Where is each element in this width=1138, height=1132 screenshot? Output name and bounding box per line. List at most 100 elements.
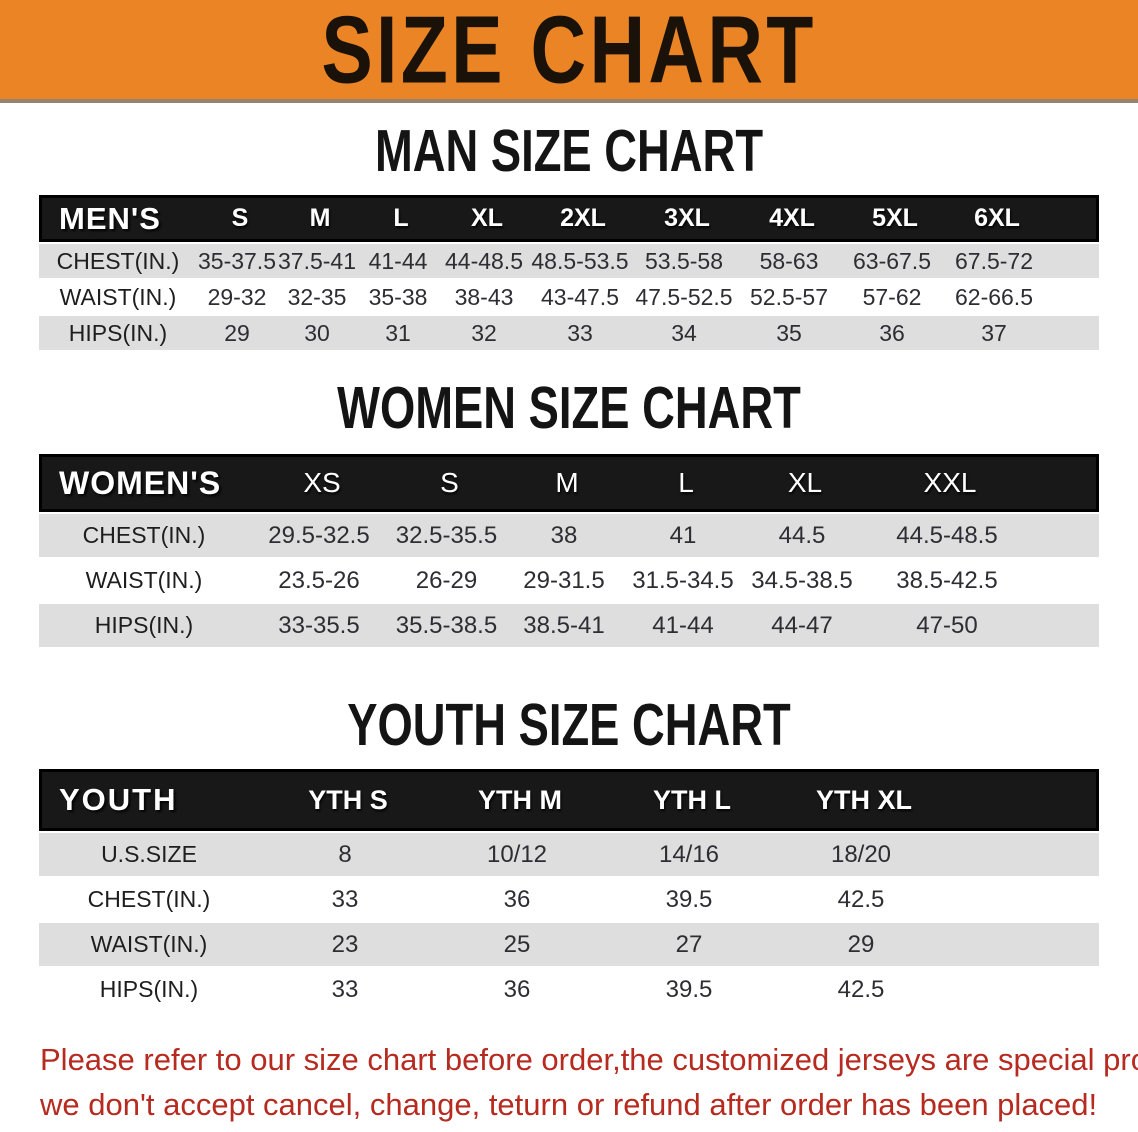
size-cell: 33 xyxy=(331,885,359,913)
women-section-heading: WOMEN SIZE CHART xyxy=(0,375,1138,441)
size-cell: 35-38 xyxy=(368,283,428,310)
size-column-header: 4XL xyxy=(769,204,815,232)
size-column-header: S xyxy=(231,204,249,232)
footer-note: Please refer to our size chart before or… xyxy=(40,1037,1138,1127)
table-row: CHEST(IN.) 33 36 39.5 42.5 xyxy=(39,878,1099,921)
size-cell: 38-43 xyxy=(454,283,514,310)
size-cell: 37.5-41 xyxy=(277,247,356,274)
size-cell: 33 xyxy=(567,319,593,346)
size-cell: 38 xyxy=(550,521,578,549)
size-column-header: 5XL xyxy=(872,204,918,232)
size-cell: 36 xyxy=(503,975,531,1003)
row-label: CHEST(IN.) xyxy=(87,886,211,912)
size-cell: 43-47.5 xyxy=(540,283,619,310)
size-cell: 33-35.5 xyxy=(278,611,360,639)
banner-title: SIZE CHART xyxy=(321,0,817,103)
size-cell: 42.5 xyxy=(837,975,885,1003)
size-cell: 29-31.5 xyxy=(523,566,605,594)
size-cell: 23.5-26 xyxy=(278,566,360,594)
size-cell: 8 xyxy=(338,840,352,868)
size-column-header: XL xyxy=(471,204,503,232)
row-label: CHEST(IN.) xyxy=(56,247,180,274)
size-cell: 23 xyxy=(331,930,359,958)
size-cell: 44-48.5 xyxy=(444,247,523,274)
size-cell: 29 xyxy=(224,319,250,346)
size-cell: 29.5-32.5 xyxy=(268,521,370,549)
size-cell: 26-29 xyxy=(415,566,478,594)
row-label: WAIST(IN.) xyxy=(59,283,177,310)
table-row: CHEST(IN.) 35-37.5 37.5-41 41-44 44-48.5 48.5… xyxy=(39,244,1099,278)
table-row: CHEST(IN.) 29.5-32.5 32.5-35.5 38 41 44.5 44.5… xyxy=(39,514,1099,557)
size-column-header: 6XL xyxy=(974,204,1020,232)
group-label: YOUTH xyxy=(59,782,178,817)
row-label: WAIST(IN.) xyxy=(85,567,203,593)
size-cell: 10/12 xyxy=(486,840,548,868)
size-cell: 30 xyxy=(304,319,330,346)
table-row: WAIST(IN.) 23.5-26 26-29 29-31.5 31.5-34.5 34… xyxy=(39,559,1099,602)
size-cell: 33 xyxy=(331,975,359,1003)
size-cell: 53.5-58 xyxy=(644,247,723,274)
size-cell: 41-44 xyxy=(652,611,714,639)
size-cell: 44.5-48.5 xyxy=(896,521,998,549)
womens-size-table: WOMEN'S XS S M L XL XXL CHEST(IN.) 29.5-32.5 32.5… xyxy=(39,454,1099,647)
youth-section-heading: YOUTH SIZE CHART xyxy=(0,694,1138,756)
table-header-row: MEN'S S M L XL 2XL 3XL 4XL 5XL 6XL xyxy=(39,195,1099,242)
size-cell: 31 xyxy=(385,319,411,346)
table-row: WAIST(IN.) 23 25 27 29 xyxy=(39,923,1099,966)
size-cell: 25 xyxy=(503,930,531,958)
size-cell: 32 xyxy=(471,319,497,346)
table-header-row: WOMEN'S XS S M L XL XXL xyxy=(39,454,1099,512)
size-column-header: M xyxy=(309,204,331,232)
size-cell: 14/16 xyxy=(658,840,720,868)
size-cell: 34 xyxy=(671,319,697,346)
size-cell: 35 xyxy=(776,319,802,346)
size-column-header: L xyxy=(678,467,694,498)
size-cell: 44.5 xyxy=(778,521,826,549)
size-cell: 38.5-41 xyxy=(523,611,605,639)
table-row: HIPS(IN.) 33 36 39.5 42.5 xyxy=(39,968,1099,1011)
man-section-heading-text: MAN SIZE CHART xyxy=(374,118,764,184)
size-column-header: 3XL xyxy=(664,204,710,232)
size-cell: 48.5-53.5 xyxy=(531,247,629,274)
size-column-header: XL xyxy=(787,467,823,498)
size-cell: 36 xyxy=(879,319,905,346)
size-cell: 41-44 xyxy=(368,247,428,274)
footer-line: Please refer to our size chart before or… xyxy=(40,1042,1138,1077)
size-cell: 36 xyxy=(503,885,531,913)
size-column-header: XS xyxy=(303,467,341,498)
size-column-header: M xyxy=(555,467,579,498)
size-cell: 38.5-42.5 xyxy=(896,566,998,594)
row-label: U.S.SIZE xyxy=(101,841,197,867)
size-column-header: YTH L xyxy=(653,784,731,815)
size-cell: 52.5-57 xyxy=(749,283,828,310)
table-header-row: YOUTH YTH S YTH M YTH L YTH XL xyxy=(39,769,1099,831)
man-section-heading: MAN SIZE CHART xyxy=(0,118,1138,184)
size-cell: 32.5-35.5 xyxy=(395,521,498,549)
women-section-heading-text: WOMEN SIZE CHART xyxy=(337,375,801,441)
footer-line: we don't accept cancel, change, teturn o… xyxy=(40,1087,1098,1122)
table-row: WAIST(IN.) 29-32 32-35 35-38 38-43 43-47.5 47.… xyxy=(39,280,1099,314)
size-cell: 47.5-52.5 xyxy=(635,283,733,310)
group-label: WOMEN'S xyxy=(59,464,222,501)
size-cell: 35-37.5 xyxy=(197,247,276,274)
size-cell: 37 xyxy=(981,319,1007,346)
size-column-header: 2XL xyxy=(560,204,606,232)
row-label: HIPS(IN.) xyxy=(94,612,194,638)
group-label: MEN'S xyxy=(59,200,161,236)
table-row: HIPS(IN.) 29 30 31 32 33 34 35 36 37 xyxy=(39,316,1099,350)
size-cell: 35.5-38.5 xyxy=(395,611,498,639)
size-column-header: YTH S xyxy=(308,784,388,815)
size-cell: 41 xyxy=(669,521,697,549)
row-label: HIPS(IN.) xyxy=(68,319,168,346)
size-cell: 42.5 xyxy=(837,885,885,913)
size-cell: 44-47 xyxy=(771,611,833,639)
row-label: CHEST(IN.) xyxy=(82,522,206,548)
size-cell: 29-32 xyxy=(207,283,267,310)
youth-size-table: YOUTH YTH S YTH M YTH L YTH XL U.S.SIZE 8 10/12… xyxy=(39,769,1099,1011)
size-cell: 47-50 xyxy=(916,611,978,639)
size-column-header: XXL xyxy=(923,467,977,498)
size-cell: 29 xyxy=(847,930,875,958)
size-column-header: YTH XL xyxy=(815,784,912,815)
size-cell: 39.5 xyxy=(665,885,713,913)
size-cell: 34.5-38.5 xyxy=(751,566,853,594)
